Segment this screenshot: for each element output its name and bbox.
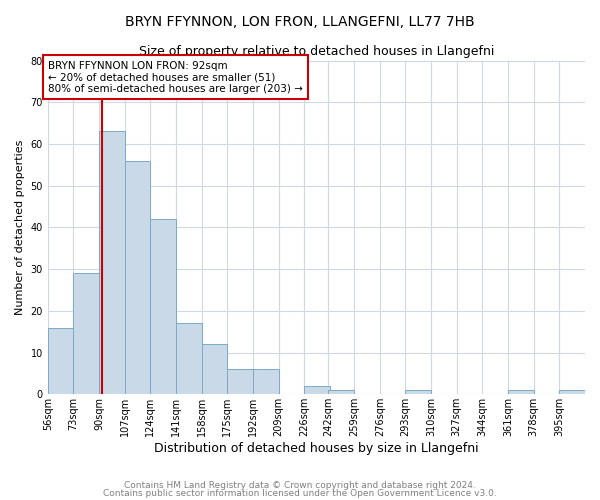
Bar <box>227 370 253 394</box>
Title: Size of property relative to detached houses in Llangefni: Size of property relative to detached ho… <box>139 45 494 58</box>
Text: Contains public sector information licensed under the Open Government Licence v3: Contains public sector information licen… <box>103 489 497 498</box>
Text: BRYN FFYNNON LON FRON: 92sqm
← 20% of detached houses are smaller (51)
80% of se: BRYN FFYNNON LON FRON: 92sqm ← 20% of de… <box>48 60 302 94</box>
Text: Contains HM Land Registry data © Crown copyright and database right 2024.: Contains HM Land Registry data © Crown c… <box>124 480 476 490</box>
Bar <box>559 390 585 394</box>
Bar <box>328 390 354 394</box>
Bar <box>99 132 125 394</box>
Bar <box>406 390 431 394</box>
Bar <box>508 390 533 394</box>
Bar <box>202 344 227 395</box>
Bar <box>48 328 73 394</box>
Y-axis label: Number of detached properties: Number of detached properties <box>15 140 25 315</box>
Bar <box>304 386 330 394</box>
Bar <box>73 274 99 394</box>
Bar <box>125 160 151 394</box>
Bar <box>176 324 202 394</box>
X-axis label: Distribution of detached houses by size in Llangefni: Distribution of detached houses by size … <box>154 442 479 455</box>
Bar <box>253 370 278 394</box>
Text: BRYN FFYNNON, LON FRON, LLANGEFNI, LL77 7HB: BRYN FFYNNON, LON FRON, LLANGEFNI, LL77 … <box>125 15 475 29</box>
Bar <box>151 219 176 394</box>
